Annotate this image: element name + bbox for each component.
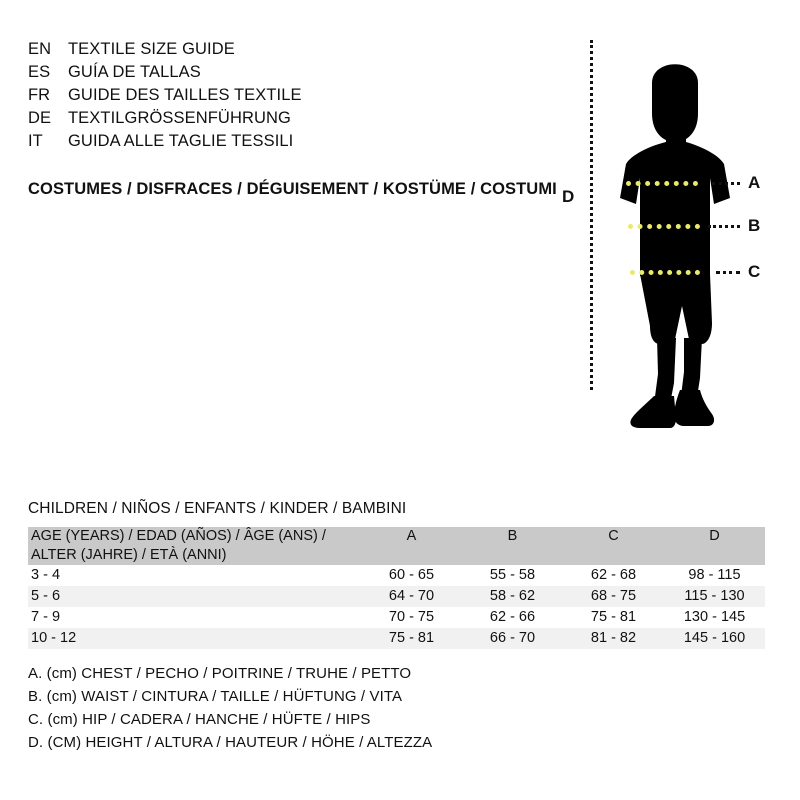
cell-hip: 75 - 81 <box>590 609 637 626</box>
measurement-label-a: A <box>748 173 761 192</box>
leader-line-a <box>712 182 740 185</box>
leader-line-c <box>716 271 740 274</box>
language-text-it: GUIDA ALLE TAGLIE TESSILI <box>68 132 294 150</box>
cell-waist: 55 - 58 <box>489 567 536 584</box>
cell-height: 115 - 130 <box>684 588 745 605</box>
legend-row-b: B. (cm) WAIST / CINTURA / TAILLE / HÜFTU… <box>28 688 403 705</box>
measurement-label-b: B <box>748 216 761 235</box>
column-header-c: C <box>608 528 619 544</box>
measurement-label-c: C <box>748 262 761 281</box>
cell-height: 145 - 160 <box>683 630 746 647</box>
cell-height: 130 - 145 <box>683 609 746 626</box>
measurement-figure: D A B C <box>550 30 790 430</box>
language-code-es: ES <box>28 63 51 81</box>
waist-measure-line <box>628 224 700 229</box>
cell-age: 5 - 6 <box>31 588 61 605</box>
table-row: 3 - 4 60 - 65 55 - 58 62 - 68 98 - 115 <box>28 564 765 586</box>
column-header-b: B <box>507 528 518 544</box>
hip-measure-line <box>630 270 700 275</box>
size-table: AGE (YEARS) / EDAD (AÑOS) / ÂGE (ANS) / … <box>28 527 765 649</box>
child-silhouette-icon <box>620 64 730 428</box>
language-row-fr: FR GUIDE DES TAILLES TEXTILE <box>28 86 548 109</box>
language-text-de: TEXTILGRÖSSENFÜHRUNG <box>68 109 291 127</box>
language-text-fr: GUIDE DES TAILLES TEXTILE <box>68 86 302 104</box>
measurement-label-d: D <box>562 187 575 206</box>
column-header-a: A <box>406 528 417 544</box>
cell-chest: 60 - 65 <box>388 567 435 584</box>
column-header-d: D <box>709 528 720 544</box>
language-code-de: DE <box>28 109 52 127</box>
cell-chest: 70 - 75 <box>388 609 435 626</box>
cell-age: 7 - 9 <box>31 609 61 626</box>
table-row: 5 - 6 64 - 70 58 - 62 68 - 75 115 - 130 <box>28 585 765 607</box>
height-dotted-line <box>590 40 593 390</box>
cell-waist: 62 - 66 <box>489 609 536 626</box>
table-header: AGE (YEARS) / EDAD (AÑOS) / ÂGE (ANS) / … <box>28 527 765 565</box>
language-list: EN TEXTILE SIZE GUIDE ES GUÍA DE TALLAS … <box>28 40 548 155</box>
cell-age: 10 - 12 <box>31 630 77 647</box>
language-code-en: EN <box>28 40 52 58</box>
language-text-es: GUÍA DE TALLAS <box>68 63 201 81</box>
language-row-it: IT GUIDA ALLE TAGLIE TESSILI <box>28 132 548 155</box>
costumes-heading: COSTUMES / DISFRACES / DÉGUISEMENT / KOS… <box>28 180 557 198</box>
table-row: 7 - 9 70 - 75 62 - 66 75 - 81 130 - 145 <box>28 606 765 628</box>
column-header-age: AGE (YEARS) / EDAD (AÑOS) / ÂGE (ANS) / … <box>28 527 361 565</box>
cell-age: 3 - 4 <box>31 567 61 584</box>
measurement-legend: A. (cm) CHEST / PECHO / POITRINE / TRUHE… <box>28 665 432 757</box>
leader-line-b <box>708 225 740 228</box>
language-code-fr: FR <box>28 86 51 104</box>
cell-height: 98 - 115 <box>688 567 741 584</box>
language-row-de: DE TEXTILGRÖSSENFÜHRUNG <box>28 109 548 132</box>
language-code-it: IT <box>28 132 43 150</box>
table-row: 10 - 12 75 - 81 66 - 70 81 - 82 145 - 16… <box>28 627 765 649</box>
table-header-row: AGE (YEARS) / EDAD (AÑOS) / ÂGE (ANS) / … <box>28 527 765 565</box>
cell-hip: 81 - 82 <box>590 630 637 647</box>
cell-chest: 75 - 81 <box>388 630 435 647</box>
legend-row-c: C. (cm) HIP / CADERA / HANCHE / HÜFTE / … <box>28 711 371 728</box>
column-header-age-line2: ALTER (JAHRE) / ETÀ (ANNI) <box>31 546 227 563</box>
legend-row-d: D. (CM) HEIGHT / ALTURA / HAUTEUR / HÖHE… <box>28 734 433 751</box>
table-body: 3 - 4 60 - 65 55 - 58 62 - 68 98 - 115 5… <box>28 564 765 649</box>
language-row-es: ES GUÍA DE TALLAS <box>28 63 548 86</box>
table-title: CHILDREN / NIÑOS / ENFANTS / KINDER / BA… <box>28 500 407 517</box>
language-row-en: EN TEXTILE SIZE GUIDE <box>28 40 548 63</box>
legend-row-a: A. (cm) CHEST / PECHO / POITRINE / TRUHE… <box>28 665 412 682</box>
cell-chest: 64 - 70 <box>388 588 435 605</box>
cell-hip: 62 - 68 <box>590 567 637 584</box>
column-header-age-line1: AGE (YEARS) / EDAD (AÑOS) / ÂGE (ANS) / <box>31 528 326 544</box>
cell-waist: 58 - 62 <box>489 588 536 605</box>
cell-hip: 68 - 75 <box>590 588 637 605</box>
chest-measure-line <box>626 181 698 186</box>
cell-waist: 66 - 70 <box>489 630 536 647</box>
language-text-en: TEXTILE SIZE GUIDE <box>68 40 235 58</box>
